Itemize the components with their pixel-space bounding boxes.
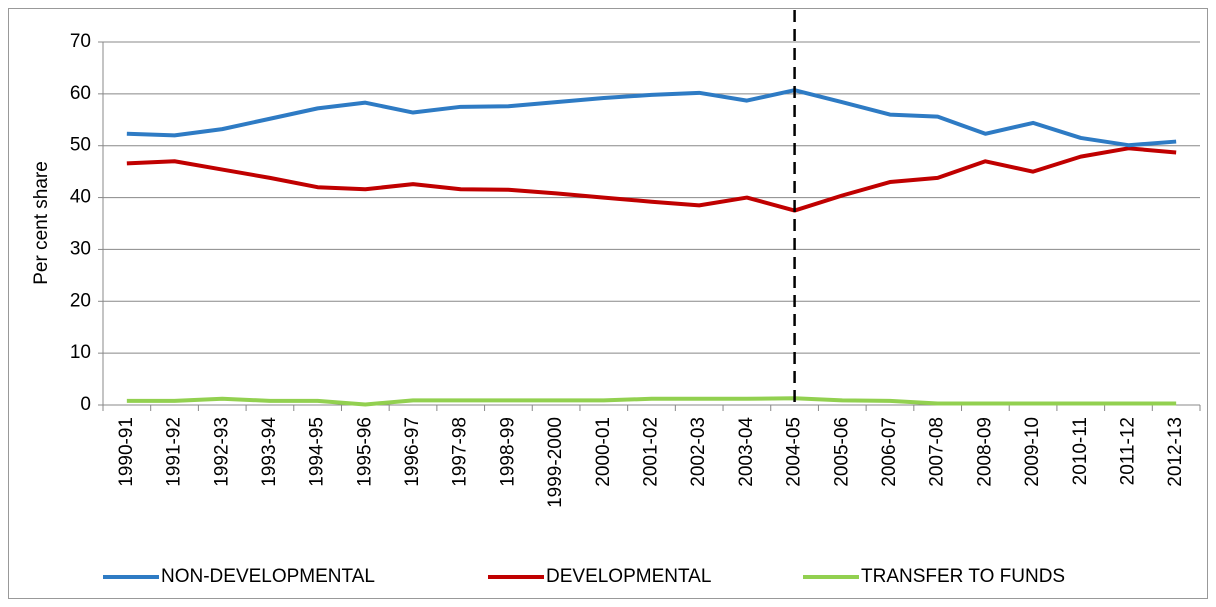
x-tick-label: 2005-06 — [831, 417, 852, 487]
x-tick-label: 1991-92 — [164, 417, 185, 487]
legend-label: DEVELOPMENTAL — [546, 566, 711, 587]
x-tick-label: 1993-94 — [259, 417, 280, 487]
x-tick-label: 1997-98 — [450, 417, 471, 487]
y-tick-label: 30 — [70, 238, 91, 259]
legend-label: TRANSFER TO FUNDS — [861, 566, 1065, 587]
x-tick-label: 2012-13 — [1165, 417, 1186, 487]
line-series — [126, 146, 1177, 213]
x-tick-label: 1996-97 — [402, 417, 423, 487]
y-tick-label: 70 — [70, 31, 91, 52]
x-tick-label: 2001-02 — [641, 417, 662, 487]
x-tick-label: 2003-04 — [736, 417, 757, 487]
x-tick-label: 2004-05 — [784, 417, 805, 487]
x-tick-label: 2007-08 — [927, 417, 948, 487]
x-tick-label: 2009-10 — [1022, 417, 1043, 487]
x-tick-label: 1992-93 — [211, 417, 232, 487]
x-tick-label: 1990-91 — [116, 417, 137, 487]
y-axis-label: Per cent share — [31, 161, 52, 285]
chart-border — [8, 8, 1208, 599]
y-tick-label: 20 — [70, 290, 91, 311]
x-tick-label: 2008-09 — [974, 417, 995, 487]
y-tick-label: 0 — [80, 394, 91, 415]
x-tick-label: 1999-2000 — [545, 417, 566, 508]
y-tick-label: 10 — [70, 342, 91, 363]
legend-label: NON-DEVELOPMENTAL — [161, 566, 375, 587]
x-tick-label: 1995-96 — [354, 417, 375, 487]
x-tick-label: 1994-95 — [307, 417, 328, 487]
y-tick-label: 50 — [70, 135, 91, 156]
x-tick-label: 2002-03 — [688, 417, 709, 487]
line-series — [126, 396, 1177, 407]
x-tick-label: 2011-12 — [1117, 417, 1138, 485]
x-tick-label: 2010-11 — [1070, 417, 1091, 485]
y-tick-label: 40 — [70, 187, 91, 208]
x-tick-label: 2000-01 — [593, 417, 614, 487]
y-tick-label: 60 — [70, 83, 91, 104]
line-series — [126, 88, 1177, 148]
x-tick-label: 1998-99 — [497, 417, 518, 487]
x-tick-label: 2006-07 — [879, 417, 900, 487]
